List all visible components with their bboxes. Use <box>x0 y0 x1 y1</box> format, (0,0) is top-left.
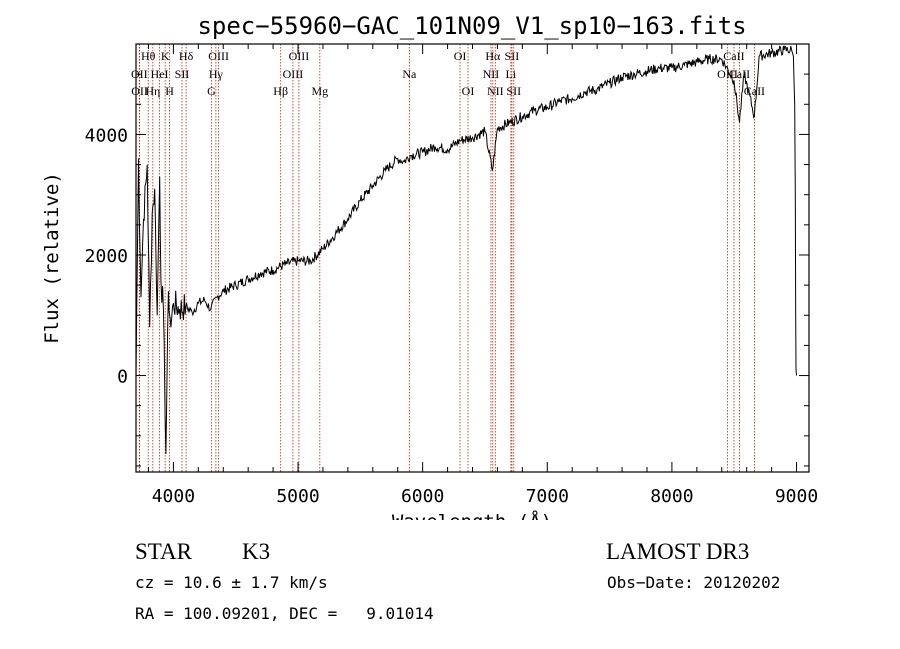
survey-name: LAMOST DR3 <box>606 539 750 564</box>
line-marker-label: Hα <box>485 49 501 63</box>
line-marker-label: Li <box>506 67 517 81</box>
line-marker-label: Hβ <box>273 84 288 98</box>
line-marker-label: G <box>207 84 216 98</box>
line-marker-label: SII <box>506 84 521 98</box>
y-tick-label: 2000 <box>85 246 128 267</box>
line-marker-label: Na <box>402 67 417 81</box>
line-markers: HθOIIOIIHηHeIKHSIIHδOIIIHγGHβOIIIOIIIMgN… <box>131 44 765 472</box>
object-subclass: K3 <box>242 539 271 564</box>
plot-frame <box>135 43 810 473</box>
line-marker-label: OIII <box>289 49 310 63</box>
line-marker-label: Hη <box>145 84 160 98</box>
y-tick-label: 4000 <box>85 125 128 146</box>
line-marker-label: NII <box>487 84 504 98</box>
line-marker-label: SII <box>175 67 190 81</box>
line-marker-label: OIII <box>208 49 229 63</box>
y-axis-label: Flux (relative) <box>41 172 63 344</box>
spectrum-line <box>135 45 797 454</box>
line-marker-label: OIII <box>717 67 738 81</box>
observation-date: Obs−Date: 20120202 <box>607 573 781 592</box>
spectrum-chart: spec−55960−GAC_101N09_V1_sp10−163.fits H… <box>41 12 818 520</box>
line-marker-label: Mg <box>311 84 328 98</box>
chart-title: spec−55960−GAC_101N09_V1_sp10−163.fits <box>197 12 746 40</box>
y-tick-label: 0 <box>117 367 128 388</box>
x-tick-label: 5000 <box>276 486 319 507</box>
x-axis-label: Wavelength (Å) <box>392 510 552 520</box>
axes: 4000 5000 6000 7000 8000 9000 0 2000 4000 <box>85 43 818 507</box>
spectrum <box>135 45 797 454</box>
redshift-readout: cz = 10.6 ± 1.7 km/s <box>135 573 328 592</box>
line-marker-label: HeI <box>151 67 169 81</box>
line-marker-label: NII <box>483 67 500 81</box>
line-marker-label: OI <box>454 49 467 63</box>
line-marker-label: SII <box>505 49 520 63</box>
line-marker-label: OIII <box>283 67 304 81</box>
line-marker-label: Hγ <box>209 67 224 81</box>
line-marker-label: Hδ <box>179 49 194 63</box>
x-tick-label: 6000 <box>401 486 444 507</box>
x-tick-label: 7000 <box>526 486 569 507</box>
line-marker-label: OI <box>462 84 475 98</box>
x-tick-label: 4000 <box>152 486 195 507</box>
line-marker-label: H <box>165 84 174 98</box>
x-tick-label: 9000 <box>775 486 818 507</box>
line-marker-label: Hθ <box>141 49 156 63</box>
object-class: STAR <box>135 539 192 564</box>
line-marker-label: CaII <box>723 49 744 63</box>
line-marker-label: K <box>161 49 170 63</box>
x-tick-label: 8000 <box>650 486 693 507</box>
coordinates-readout: RA = 100.09201, DEC = 9.01014 <box>135 604 434 623</box>
